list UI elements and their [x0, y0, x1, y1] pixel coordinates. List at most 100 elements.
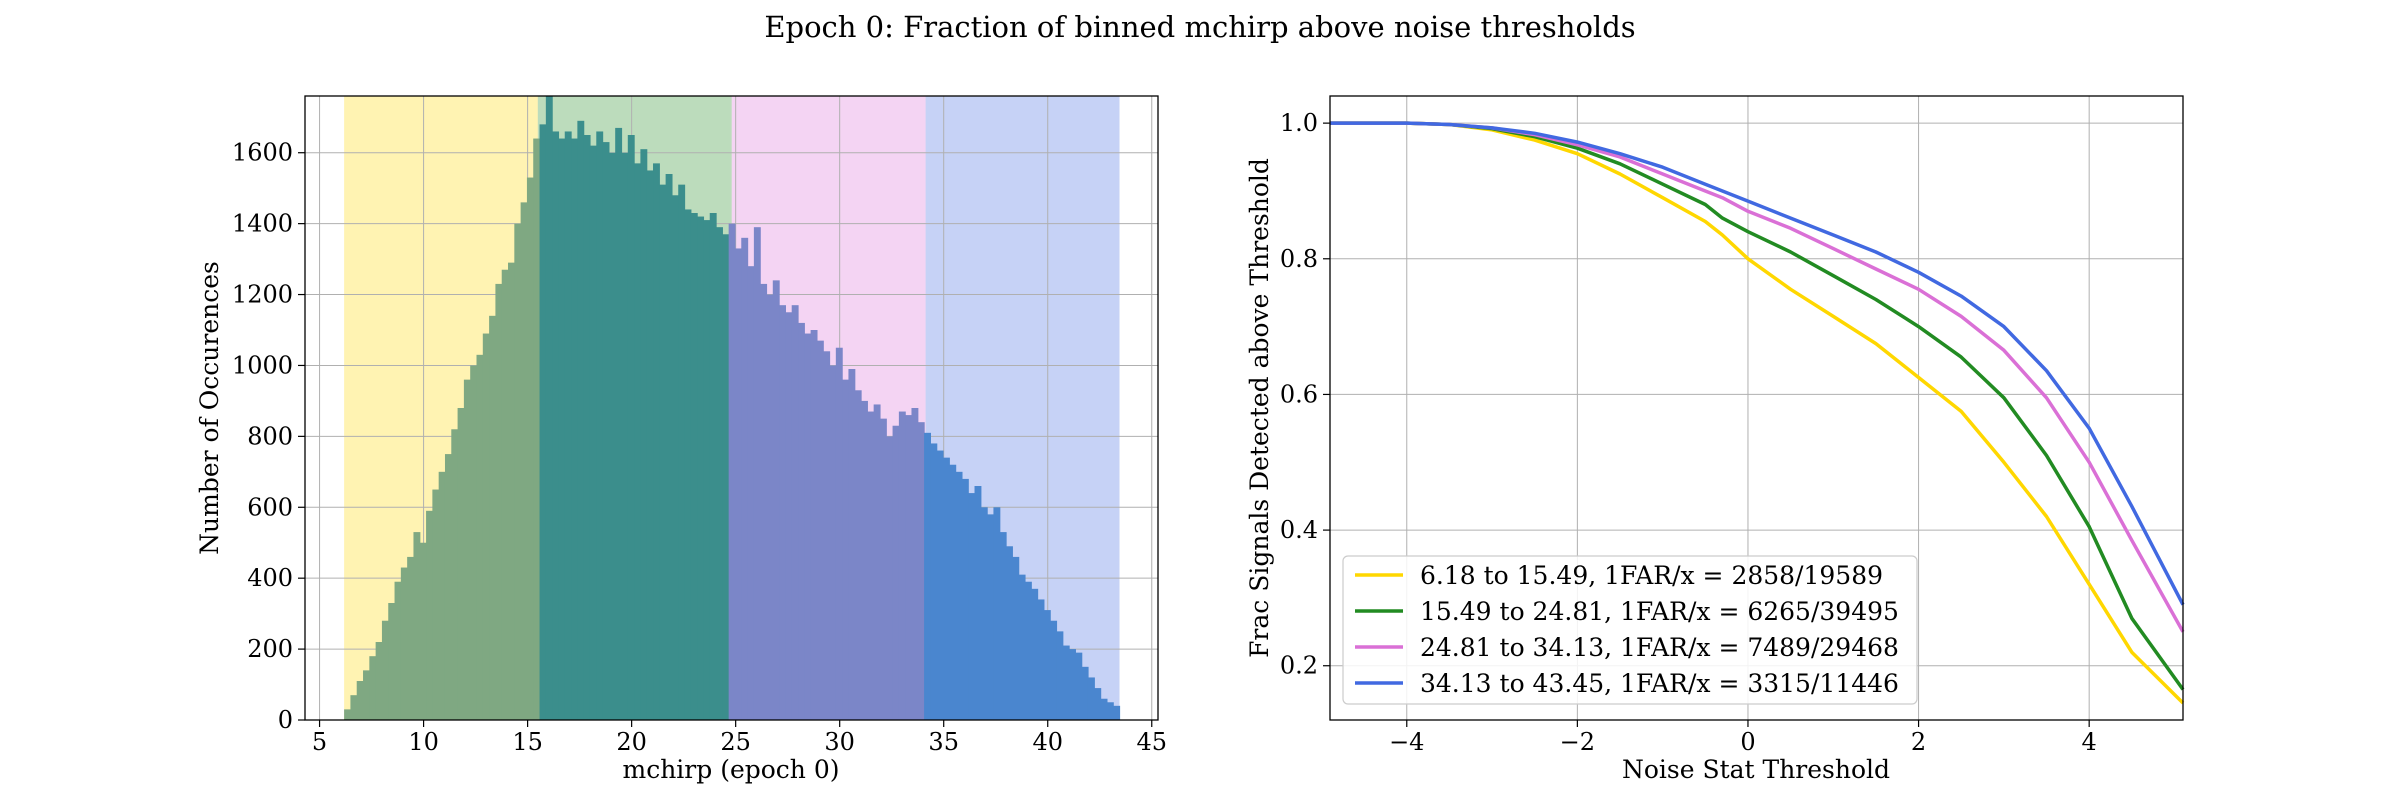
histogram-bar — [1075, 652, 1083, 720]
histogram-bar — [533, 138, 541, 720]
histogram-bar — [1069, 649, 1076, 720]
histogram-bar — [766, 294, 774, 720]
histogram-bar — [1056, 631, 1064, 720]
histogram-bar — [842, 379, 850, 720]
histogram-bar — [571, 138, 578, 720]
histogram-bar — [1006, 546, 1013, 720]
threshold-frame — [1329, 95, 2184, 721]
histogram-bar — [930, 443, 938, 720]
histogram-x-tick-label: 25 — [720, 728, 751, 756]
threshold-y-tick-label: 0.2 — [1280, 652, 1318, 680]
histogram-bar — [1100, 698, 1108, 720]
histogram-bar — [1024, 581, 1032, 720]
legend-box — [1342, 555, 1918, 705]
histogram-bar — [816, 340, 824, 720]
histogram-bar — [608, 152, 616, 720]
histogram-y-axis-label: Number of Occurences — [195, 261, 224, 555]
threshold-x-tick-label: −2 — [1560, 728, 1595, 756]
legend-label-3: 34.13 to 43.45, 1FAR/x = 3315/11446 — [1420, 669, 1899, 698]
histogram-y-tick-label: 400 — [247, 564, 293, 592]
histogram-bar — [728, 223, 736, 721]
histogram-x-tick-label: 5 — [312, 728, 327, 756]
histogram-bar — [1113, 705, 1121, 720]
histogram-bar — [615, 127, 623, 721]
threshold-y-tick-label: 0.4 — [1280, 516, 1318, 544]
histogram-y-tick-label: 0 — [278, 706, 293, 734]
histogram-bar — [583, 135, 591, 720]
histogram-bar — [659, 184, 667, 721]
histogram-bar — [564, 131, 572, 721]
histogram-bar — [1018, 574, 1026, 720]
threshold-x-tick-label: −4 — [1389, 728, 1424, 756]
histogram-bar — [974, 486, 982, 720]
histogram-bar — [621, 152, 629, 720]
histogram-bar — [848, 369, 856, 720]
histogram-bar — [697, 216, 705, 720]
histogram-bar — [753, 227, 761, 720]
histogram-bar — [867, 411, 875, 720]
histogram-bar — [690, 213, 698, 720]
histogram-bar — [444, 454, 452, 720]
threshold-y-tick-label: 1.0 — [1280, 109, 1318, 137]
series-line-0 — [1330, 121, 2185, 705]
histogram-bar — [640, 149, 648, 720]
histogram-x-tick-label: 35 — [928, 728, 959, 756]
histogram-bar — [552, 131, 560, 721]
histogram-bar — [400, 567, 408, 720]
histogram-bar — [1106, 702, 1114, 720]
histogram-x-tick-label: 45 — [1136, 728, 1167, 756]
histogram-bar — [344, 709, 352, 720]
histogram-bar — [508, 262, 515, 720]
histogram-bar — [671, 195, 679, 721]
figure-title: Epoch 0: Fraction of binned mchirp above… — [764, 10, 1635, 44]
histogram-bar — [898, 411, 906, 720]
histogram-panel: 5 10 15 20 25 30 35 40 45 0 200 400 600 800 1000 1200 14… — [195, 95, 1167, 784]
histogram-bar — [413, 532, 421, 720]
histogram-x-axis-label: mchirp (epoch 0) — [622, 755, 839, 784]
histogram-bar — [886, 436, 894, 720]
histogram-bar — [646, 170, 654, 721]
legend: 6.18 to 15.49, 1FAR/x = 2858/19589 15.49… — [1342, 555, 1918, 705]
histogram-bar — [835, 347, 843, 720]
histogram-bar — [678, 184, 686, 721]
histogram-bar — [1062, 645, 1070, 720]
histogram-bar — [558, 138, 566, 720]
histogram-bar — [356, 681, 364, 720]
histogram-bar — [457, 408, 465, 720]
histogram-bar — [665, 174, 673, 720]
histogram-bar — [854, 390, 862, 720]
histogram-y-tick-label: 1000 — [232, 351, 293, 379]
threshold-x-tick-label: 0 — [1740, 728, 1755, 756]
histogram-bar — [879, 418, 887, 720]
histogram-bar — [791, 305, 799, 720]
histogram-frame — [304, 95, 1159, 721]
histogram-y-tick-label: 200 — [247, 635, 293, 663]
histogram-bar — [999, 532, 1007, 720]
histogram-bar — [684, 209, 692, 721]
threshold-x-tick-label: 2 — [1911, 728, 1926, 756]
histogram-bar — [741, 237, 749, 720]
histogram-bar — [1031, 588, 1039, 720]
histogram-bar — [438, 471, 446, 720]
histogram-bar — [804, 333, 812, 720]
threshold-y-tick-label: 0.6 — [1280, 380, 1318, 408]
histogram-bar — [407, 556, 415, 720]
histogram-bar — [470, 365, 478, 720]
histogram-bar — [1081, 666, 1089, 720]
histogram-bar — [917, 422, 925, 720]
histogram-bar — [1094, 688, 1102, 720]
histogram-bar — [596, 131, 604, 721]
histogram-bar — [350, 695, 358, 720]
legend-label-2: 24.81 to 34.13, 1FAR/x = 7489/29468 — [1420, 633, 1899, 662]
histogram-x-tick-label: 20 — [616, 728, 647, 756]
histogram-bar — [760, 283, 768, 720]
histogram-bar — [1050, 620, 1058, 720]
histogram-bar — [520, 202, 528, 720]
legend-label-1: 15.49 to 24.81, 1FAR/x = 6265/39495 — [1420, 597, 1899, 626]
histogram-bar — [363, 670, 370, 720]
histogram-bar — [779, 305, 786, 720]
histogram-bar — [911, 408, 919, 720]
histogram-bar — [1012, 556, 1020, 720]
histogram-bar — [980, 507, 988, 720]
